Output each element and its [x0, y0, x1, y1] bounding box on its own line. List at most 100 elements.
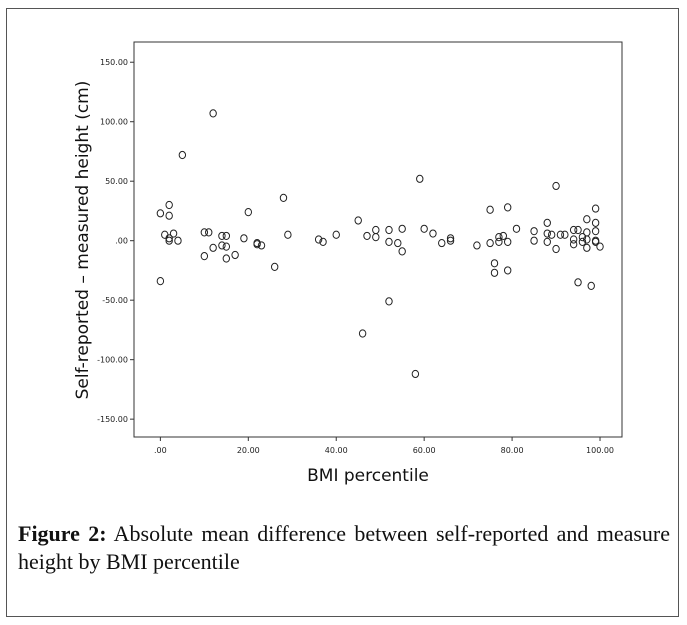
caption-label: Figure 2:: [18, 521, 107, 546]
data-point: [178, 150, 187, 160]
data-point: [416, 174, 424, 183]
data-point: [503, 266, 512, 275]
y-tick-label: 150.00: [100, 58, 128, 67]
data-point: [578, 237, 587, 246]
data-point: [253, 238, 261, 248]
data-point: [530, 236, 538, 245]
data-point: [583, 243, 591, 252]
data-point: [372, 233, 380, 242]
data-point: [574, 278, 582, 287]
x-tick-label: 60.00: [413, 446, 436, 455]
data-point: [169, 229, 178, 238]
data-point: [165, 200, 173, 210]
data-point: [385, 237, 393, 246]
data-point: [257, 241, 266, 250]
data-point: [543, 218, 551, 227]
data-point: [591, 227, 600, 236]
figure-caption: Figure 2: Absolute mean difference betwe…: [18, 520, 670, 576]
data-point: [165, 211, 173, 220]
data-point: [205, 228, 213, 237]
data-point: [394, 238, 402, 248]
data-point: [438, 238, 446, 248]
data-point: [218, 231, 226, 241]
data-point: [591, 237, 600, 246]
data-point: [495, 233, 503, 242]
data-point: [547, 230, 556, 239]
data-point: [569, 240, 578, 249]
data-point: [486, 238, 494, 248]
data-point: [429, 229, 437, 238]
data-point: [358, 329, 367, 338]
data-point: [543, 229, 551, 238]
caption-text: Absolute mean difference between self-re…: [18, 521, 670, 574]
data-point: [363, 231, 371, 241]
data-point: [411, 369, 420, 379]
data-point: [490, 259, 499, 268]
x-axis: .00 20.00 40.00 60.00 80.00 100.00: [154, 437, 614, 455]
x-tick-label: 100.00: [586, 446, 614, 455]
data-point: [499, 231, 507, 241]
data-point: [578, 233, 587, 242]
data-point: [420, 224, 428, 233]
data-point: [209, 243, 217, 252]
data-point: [200, 228, 209, 237]
data-point: [486, 205, 494, 214]
data-point: [530, 227, 538, 236]
y-axis: 150.00 100.00 50.00 .00 -50.00 -100.00 -150.00: [97, 58, 134, 424]
data-point: [270, 262, 279, 271]
x-axis-title: BMI percentile: [307, 466, 429, 486]
data-point: [556, 230, 565, 239]
data-point: [495, 237, 503, 246]
data-point: [222, 242, 231, 251]
data-point: [165, 236, 173, 245]
data-point: [209, 109, 217, 118]
data-point: [240, 234, 248, 243]
data-point: [385, 225, 393, 235]
data-point: [512, 224, 521, 233]
data-point: [583, 215, 591, 224]
data-point: [398, 224, 406, 233]
data-point: [543, 237, 551, 246]
data-point: [446, 236, 455, 245]
data-point: [596, 242, 604, 251]
data-point: [591, 218, 600, 227]
data-point: [587, 281, 595, 291]
data-point: [222, 254, 231, 263]
data-point: [284, 230, 292, 239]
data-point: [561, 230, 569, 239]
scatter-chart: 150.00 100.00 50.00 .00 -50.00 -100.00 -150.00…: [73, 41, 623, 486]
data-point: [222, 231, 231, 241]
y-tick-label: 100.00: [100, 118, 128, 127]
data-point: [398, 247, 406, 256]
data-point: [354, 216, 362, 225]
y-tick-label: .00: [115, 237, 128, 246]
data-point: [583, 235, 591, 244]
data-point: [490, 268, 499, 277]
data-point: [503, 203, 512, 212]
data-point: [319, 237, 327, 246]
data-point: [244, 208, 253, 217]
y-tick-label: -100.00: [97, 356, 128, 365]
data-point: [156, 277, 165, 286]
y-tick-label: -50.00: [102, 296, 128, 305]
data-point: [174, 236, 182, 245]
data-point: [552, 181, 560, 191]
x-tick-label: 40.00: [325, 446, 348, 455]
x-tick-label: .00: [154, 446, 167, 455]
data-point: [218, 241, 226, 250]
data-point: [200, 252, 209, 261]
y-axis-title: Self-reported – measured height (cm): [73, 81, 93, 400]
data-point: [503, 237, 512, 246]
data-point: [569, 225, 578, 235]
data-point: [473, 241, 481, 250]
data-point: [314, 235, 323, 244]
data-point: [591, 204, 600, 213]
data-point: [569, 235, 578, 244]
data-point: [385, 297, 393, 306]
x-tick-label: 20.00: [237, 446, 260, 455]
data-points: [156, 109, 604, 379]
y-tick-label: 50.00: [105, 177, 128, 186]
data-point: [552, 244, 560, 254]
data-point: [332, 230, 340, 239]
x-tick-label: 80.00: [501, 446, 524, 455]
